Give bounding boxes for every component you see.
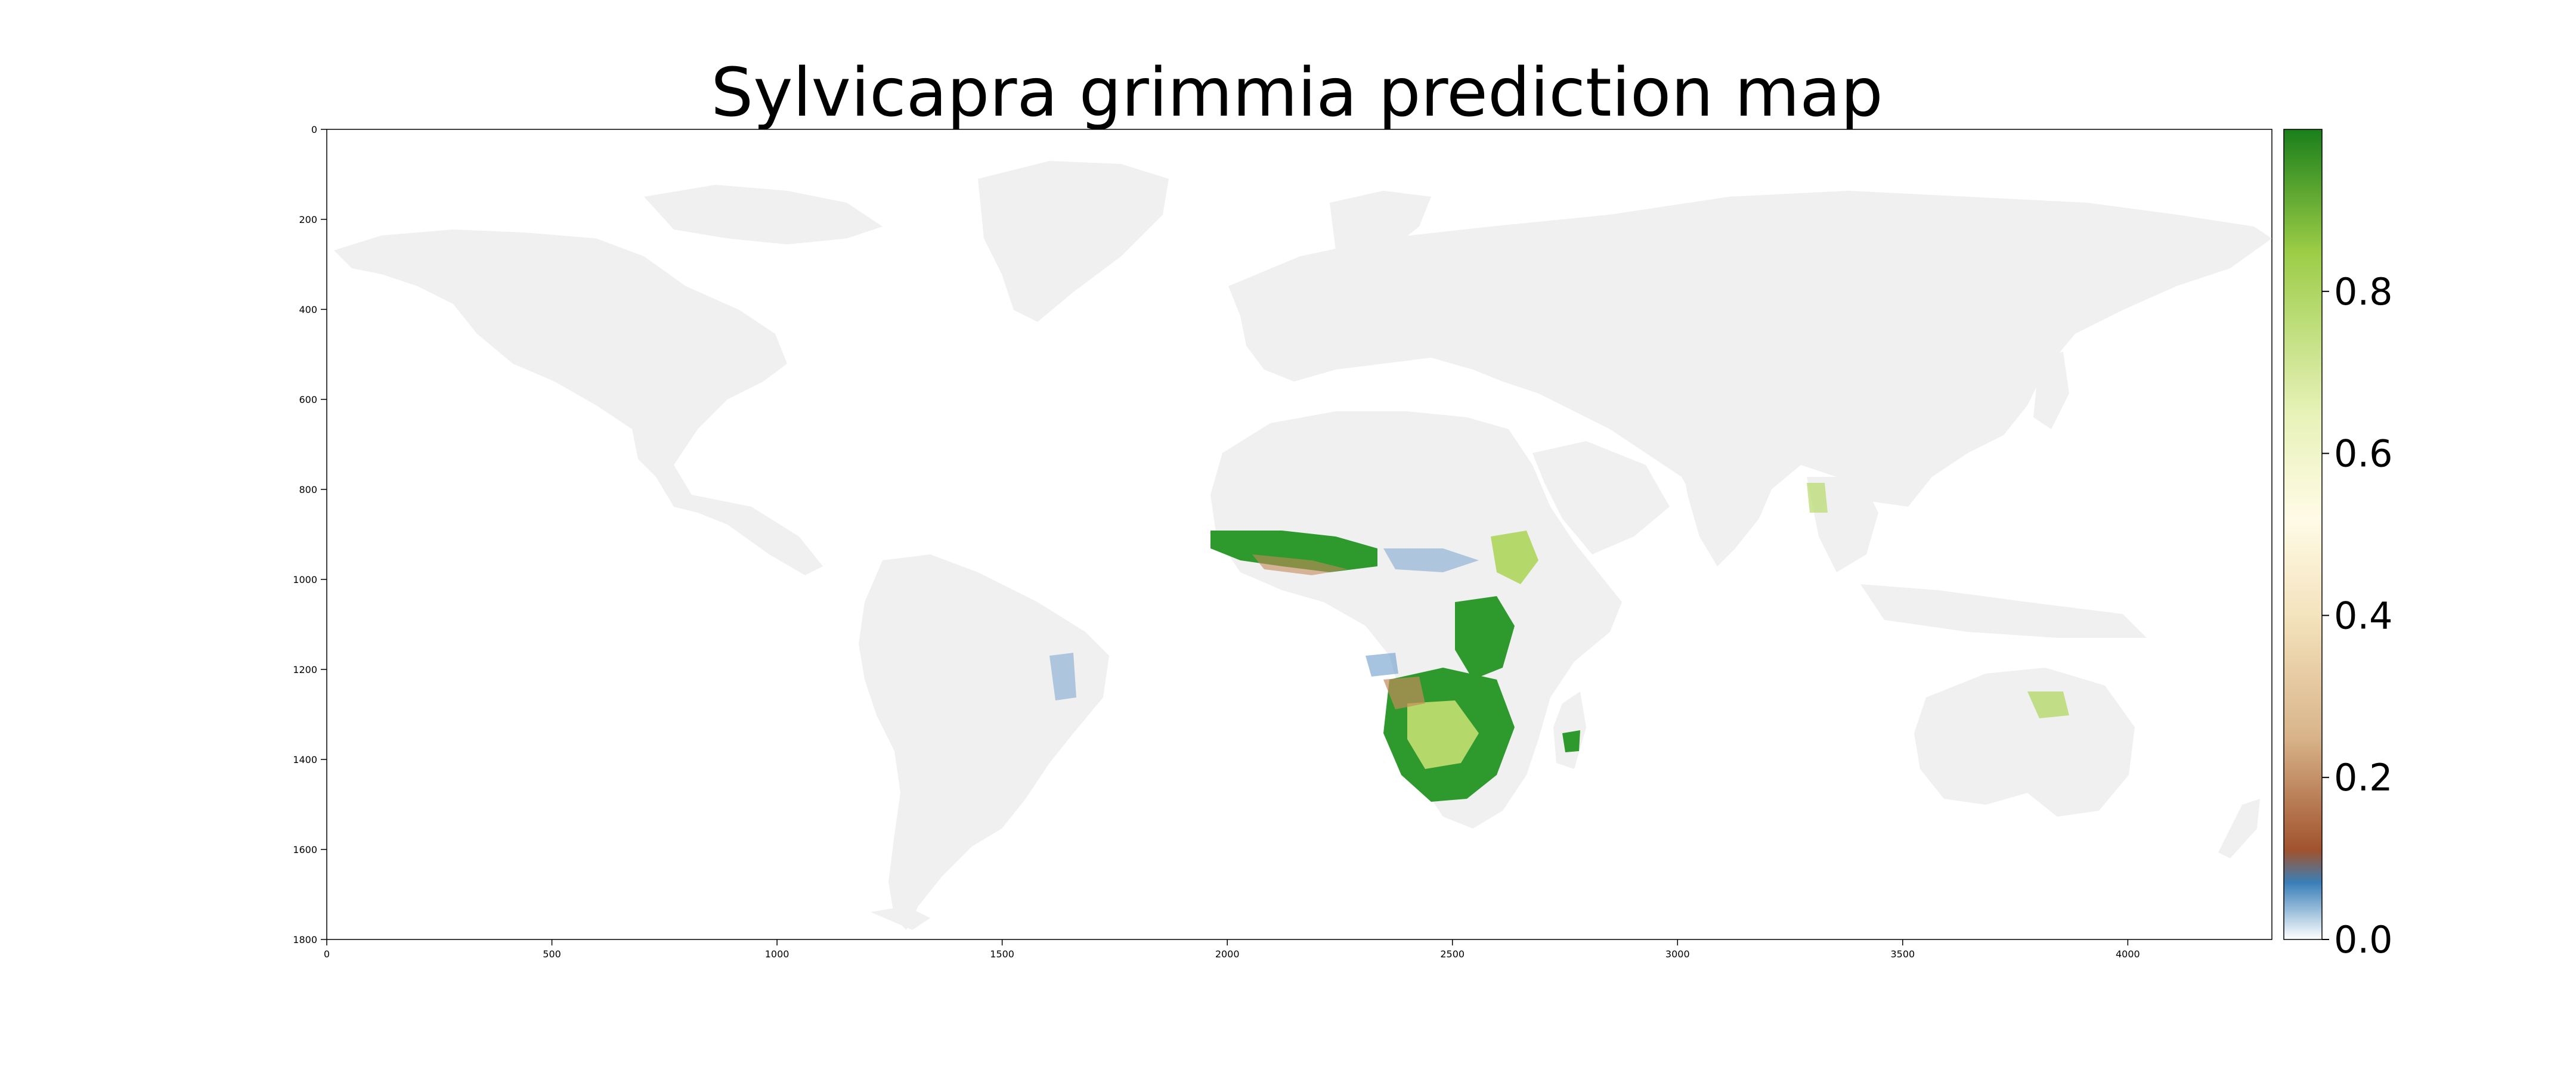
y-tick-label: 1600 [293,844,317,855]
x-tick-label: 3000 [1665,948,1690,960]
colorbar-ticks: 0.0 0.2 0.4 0.6 0.8 [2322,270,2393,962]
colorbar [2283,129,2323,940]
prediction-patch-ethiopia [1491,531,1538,584]
y-tick-label: 0 [311,124,317,135]
landmass-indonesia [1860,584,2147,638]
y-tick-label: 1800 [293,934,317,945]
prediction-patch-australia [2027,691,2069,718]
prediction-patch-east-africa [1455,596,1515,680]
colorbar-tick-label: 0.0 [2334,918,2393,962]
landmass-eurasia [1228,191,2272,554]
prediction-overlay [1049,483,2069,802]
landmass-australia [1914,668,2135,817]
landmass-japan [2033,352,2069,429]
x-tick-label: 3500 [1890,948,1915,960]
x-tick-label: 4000 [2116,948,2140,960]
landmass-africa [1210,411,1622,829]
y-tick-label: 400 [299,304,317,315]
y-tick-label: 1400 [293,754,317,765]
landmass-india [1682,459,1777,566]
landmass-arctic-islands [644,185,883,244]
landmass-greenland [978,161,1169,322]
y-tick-label: 600 [299,394,317,405]
colorbar-tick-label: 0.8 [2334,270,2393,314]
land-masses [334,161,2272,930]
y-tick-label: 1000 [293,574,317,585]
landmass-south-america [859,554,1109,930]
landmass-new-zealand [2218,799,2260,858]
x-tick-label: 1500 [990,948,1014,960]
map-title: Sylvicapra grimmia prediction map [711,54,1883,132]
landmass-north-america [334,230,823,575]
colorbar-tick-label: 0.6 [2334,432,2393,476]
x-tick-label: 2500 [1440,948,1465,960]
y-tick-label: 800 [299,484,317,495]
prediction-patch-sahel-low [1252,554,1348,575]
x-tick-label: 1000 [765,948,789,960]
x-tick-label: 2000 [1215,948,1240,960]
prediction-patch-asia [1807,483,1828,513]
landmass-antarctica [871,906,930,930]
colorbar-tick-label: 0.2 [2334,756,2393,799]
prediction-patch-madagascar [1562,730,1580,752]
prediction-patch-southern-africa-mid [1407,700,1479,769]
landmass-arabia [1532,441,1670,554]
prediction-patch-angola-verylow [1366,653,1398,677]
prediction-patch-brazil [1049,653,1076,700]
landmass-scandinavia [1330,191,1431,262]
x-tick-label: 500 [543,948,561,960]
prediction-patch-sahel [1210,531,1377,572]
x-tick-label: 0 [324,948,330,960]
y-tick-label: 1200 [293,664,317,675]
prediction-patch-sahel-east [1383,548,1479,572]
x-axis-ticks: 0 500 1000 1500 2000 2500 3000 3500 4000 [324,939,2140,960]
colorbar-tick-label: 0.4 [2334,594,2393,637]
y-tick-label: 200 [299,214,317,225]
y-axis-ticks: 0 200 400 600 800 1000 1200 1400 1600 1800 [293,124,327,945]
prediction-patch-angola-low [1383,677,1425,709]
